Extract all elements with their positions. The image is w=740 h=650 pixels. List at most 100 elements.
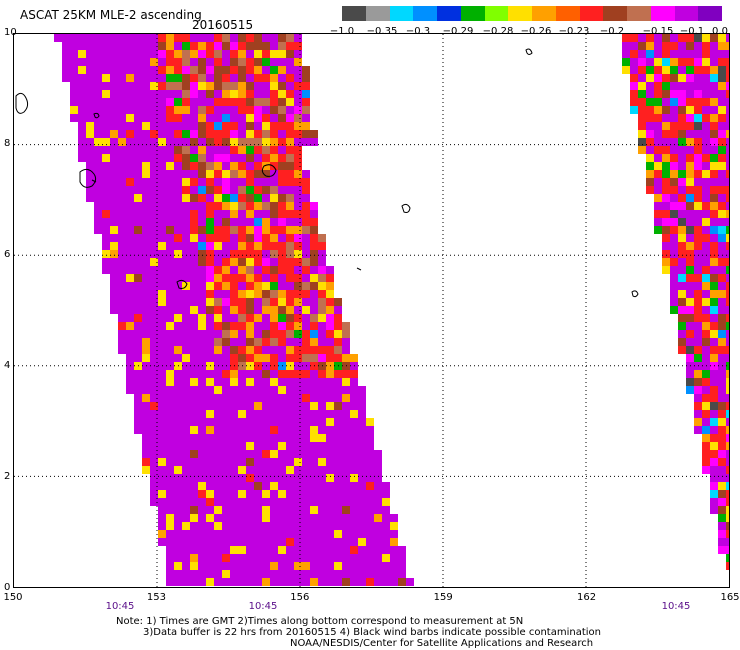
wind-cell [262,370,270,378]
wind-cell [726,458,734,466]
wind-cell [702,274,710,282]
wind-cell [702,234,710,242]
wind-cell [670,90,678,98]
wind-cell [206,138,214,146]
wind-cell [222,338,230,346]
wind-cell [334,530,342,538]
wind-cell [190,194,198,202]
wind-cell [670,162,678,170]
wind-cell [286,530,294,538]
wind-cell [134,154,142,162]
wind-cell [206,434,214,442]
wind-cell [214,58,222,66]
wind-cell [190,90,198,98]
wind-cell [694,410,702,418]
wind-cell [318,282,326,290]
wind-cell [214,210,222,218]
wind-cell [174,522,182,530]
wind-cell [726,482,734,490]
wind-cell [662,258,670,266]
wind-cell [230,490,238,498]
wind-cell [174,138,182,146]
wind-cell [662,74,670,82]
wind-cell [366,546,374,554]
wind-cell [270,530,278,538]
wind-cell [286,546,294,554]
wind-cell [678,74,686,82]
wind-cell [206,554,214,562]
wind-cell [294,194,302,202]
wind-cell [238,82,246,90]
wind-cell [174,346,182,354]
wind-cell [230,442,238,450]
wind-cell [294,434,302,442]
wind-cell [302,554,310,562]
wind-cell [230,194,238,202]
wind-cell [718,394,726,402]
wind-cell [126,330,134,338]
wind-cell [222,202,230,210]
wind-cell [294,218,302,226]
wind-cell [326,450,334,458]
wind-cell [182,426,190,434]
wind-cell [726,418,734,426]
wind-cell [278,130,286,138]
wind-cell [142,146,150,154]
wind-cell [286,570,294,578]
wind-cell [262,330,270,338]
wind-cell [206,458,214,466]
wind-cell [126,290,134,298]
wind-cell [670,218,678,226]
wind-cell [198,458,206,466]
wind-cell [718,306,726,314]
wind-cell [302,66,310,74]
wind-cell [174,474,182,482]
wind-cell [110,290,118,298]
wind-cell [374,554,382,562]
island-outline [631,290,639,298]
wind-cell [294,546,302,554]
wind-cell [238,146,246,154]
wind-cell [678,202,686,210]
wind-cell [166,346,174,354]
wind-cell [158,66,166,74]
wind-cell [334,562,342,570]
wind-cell [334,458,342,466]
wind-cell [190,82,198,90]
wind-cell [254,114,262,122]
wind-cell [630,34,638,42]
wind-cell [326,578,334,586]
wind-cell [110,226,118,234]
wind-cell [166,314,174,322]
wind-cell [206,290,214,298]
wind-cell [206,42,214,50]
wind-cell [230,42,238,50]
wind-cell [318,322,326,330]
wind-cell [310,330,318,338]
wind-cell [142,306,150,314]
wind-cell [254,578,262,586]
wind-cell [198,258,206,266]
wind-cell [102,146,110,154]
wind-cell [262,506,270,514]
wind-cell [238,298,246,306]
wind-cell [222,498,230,506]
wind-cell [142,266,150,274]
wind-cell [702,338,710,346]
wind-cell [270,562,278,570]
wind-cell [182,410,190,418]
wind-cell [726,370,734,378]
wind-cell [694,314,702,322]
wind-cell [198,410,206,418]
wind-cell [126,194,134,202]
wind-cell [366,490,374,498]
wind-cell [254,122,262,130]
wind-cell [254,146,262,154]
wind-cell [238,498,246,506]
wind-cell [630,66,638,74]
wind-cell [286,274,294,282]
wind-cell [150,346,158,354]
wind-cell [326,386,334,394]
wind-cell [310,258,318,266]
wind-cell [286,98,294,106]
